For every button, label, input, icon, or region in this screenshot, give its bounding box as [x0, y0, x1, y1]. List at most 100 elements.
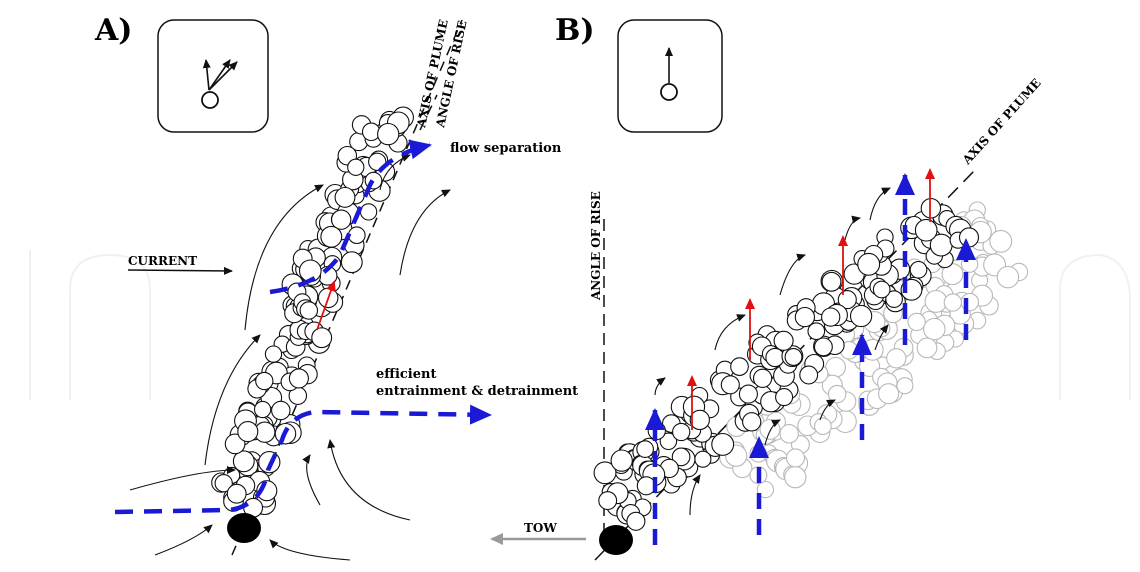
- bubble: [598, 491, 618, 511]
- bubble: [896, 377, 914, 395]
- flow-arrow: [874, 324, 889, 351]
- bubble: [765, 347, 785, 368]
- bubble: [271, 400, 291, 421]
- flow-arrow: [869, 187, 891, 221]
- panel-b-axis-of-plume-label: AXIS OF PLUME: [959, 76, 1044, 168]
- bubble: [738, 384, 758, 404]
- bubble: [359, 203, 378, 221]
- panel-a-source: [227, 513, 261, 543]
- bubble: [214, 474, 233, 493]
- current-arrow: [127, 266, 233, 275]
- bubble: [672, 422, 691, 442]
- bubble: [886, 348, 907, 369]
- bubble: [626, 511, 646, 531]
- bubble: [237, 421, 259, 443]
- panel-a-axis-line: [231, 19, 463, 556]
- arrow-icon: [208, 61, 238, 91]
- bubble: [837, 290, 857, 310]
- panel-a-angle-line: [419, 94, 438, 131]
- bubble: [785, 448, 806, 468]
- panel-a-blue-flows: [114, 139, 492, 515]
- bubble: [340, 251, 363, 274]
- flow-arrow: [399, 189, 451, 276]
- bubble: [924, 289, 948, 313]
- flow-arrow: [302, 454, 321, 506]
- bubble: [377, 122, 400, 146]
- bubble: [775, 388, 794, 407]
- flow-arrow: [779, 253, 806, 296]
- bubble: [878, 383, 900, 405]
- panel-b-letter: B): [555, 13, 595, 48]
- panel-b-ambient-flow-arrows: [654, 187, 891, 516]
- flow-arrow: [244, 184, 324, 331]
- bubble: [347, 226, 366, 245]
- tow-label: TOW: [524, 521, 557, 535]
- bubble: [958, 227, 980, 248]
- bubble: [794, 306, 816, 328]
- bubble: [916, 337, 938, 359]
- watermark-background: [29, 250, 1131, 400]
- bubble: [224, 433, 246, 455]
- bubble: [857, 252, 881, 276]
- bubble: [872, 280, 891, 299]
- bubble: [996, 265, 1020, 289]
- flow-arrow: [154, 524, 213, 556]
- panel-a-letter: A): [94, 13, 132, 48]
- bubble: [989, 229, 1013, 253]
- bubble: [320, 225, 343, 248]
- flow-arrow: [714, 314, 746, 351]
- bubble-source-icon: [660, 83, 678, 101]
- bubble: [334, 186, 356, 208]
- panel-b-bubble-column: [593, 198, 980, 531]
- panel-a-ambient-flow-arrows: [129, 154, 451, 561]
- bubble: [331, 209, 352, 230]
- bubble: [593, 461, 617, 485]
- panel-b: B) ANGLE OF RISE AXIS OF PLUME TOW: [490, 13, 1044, 561]
- blue-flow-lower: [114, 404, 492, 515]
- bubble: [299, 301, 319, 320]
- bubble: [825, 356, 846, 378]
- bubble: [821, 271, 842, 292]
- bubble: [311, 327, 333, 349]
- flow-arrow: [819, 399, 836, 421]
- bubble: [773, 330, 794, 351]
- flow-arrow: [844, 215, 861, 241]
- bubble: [636, 440, 654, 458]
- bubble: [720, 375, 740, 395]
- current-indicator: CURRENT: [127, 254, 233, 275]
- bubble: [226, 483, 247, 504]
- bubble: [909, 260, 928, 279]
- bubble: [849, 304, 873, 328]
- bubble: [610, 449, 633, 472]
- bubble: [784, 466, 807, 489]
- panel-a-inset: [157, 19, 269, 133]
- efficient-label-line2: entrainment & detrainment: [376, 384, 578, 399]
- panel-b-angle-of-rise-label: ANGLE OF RISE: [589, 191, 603, 301]
- bubble: [807, 322, 826, 341]
- bubble: [288, 368, 309, 389]
- bubble: [799, 365, 819, 385]
- tow-indicator: TOW: [490, 521, 586, 545]
- panel-b-source: [599, 525, 633, 555]
- bubble: [255, 371, 274, 391]
- bubble: [694, 450, 712, 468]
- panel-b-inset: [617, 19, 723, 133]
- blue-flow-upper: [269, 139, 432, 295]
- current-label: CURRENT: [128, 254, 197, 268]
- bubble: [756, 480, 775, 499]
- bubble: [914, 218, 938, 242]
- flow-arrow: [654, 377, 666, 396]
- bubble: [752, 368, 773, 388]
- bubble: [253, 400, 272, 419]
- bubble: [636, 476, 656, 496]
- bubble: [784, 348, 803, 366]
- flow-arrow: [379, 154, 411, 191]
- panel-a-rise-arrow: [316, 280, 336, 331]
- bubble: [264, 345, 283, 363]
- bubble: [711, 432, 735, 456]
- bubble: [827, 384, 847, 404]
- flow-arrow: [129, 466, 236, 491]
- bubble: [821, 307, 841, 327]
- panel-b-blue-flows: [645, 173, 976, 545]
